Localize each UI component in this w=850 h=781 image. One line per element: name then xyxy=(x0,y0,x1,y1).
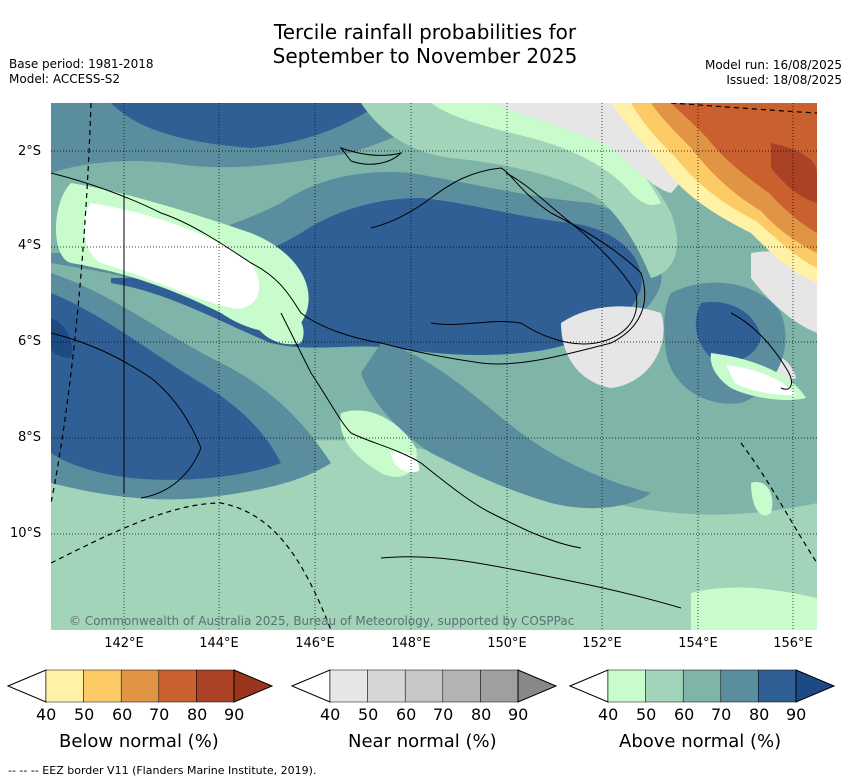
lon-label: 148°E xyxy=(391,636,431,651)
colorbar-above-title: Above normal (%) xyxy=(619,731,782,752)
base-period: Base period: 1981-2018 xyxy=(9,57,154,71)
cb-below-tick: 70 xyxy=(149,705,170,724)
cb-near-tick: 40 xyxy=(320,705,341,724)
cb-above-tick: 50 xyxy=(636,705,657,724)
rainfall-probability-map xyxy=(51,103,817,630)
contour-map-icon xyxy=(51,103,817,630)
map-title: Tercile rainfall probabilities for Septe… xyxy=(0,20,850,68)
lat-label: 6°S xyxy=(18,334,42,349)
colorbar-below-extend-low xyxy=(6,669,47,703)
model-run: Model run: 16/08/2025 xyxy=(704,58,842,72)
cb-above-tick: 80 xyxy=(749,705,770,724)
colorbar-near-title: Near normal (%) xyxy=(348,731,497,752)
lat-label: 10°S xyxy=(10,526,42,541)
lon-label: 146°E xyxy=(295,636,335,651)
title-line-1: Tercile rainfall probabilities for xyxy=(273,20,577,44)
cb-below-tick: 80 xyxy=(187,705,208,724)
cb-above-tick: 60 xyxy=(674,705,695,724)
colorbar-below-title: Below normal (%) xyxy=(59,731,219,752)
colorbar-below xyxy=(6,669,274,703)
lat-label: 8°S xyxy=(18,430,42,445)
cb-near-tick: 60 xyxy=(396,705,417,724)
eez-border-icon xyxy=(51,103,817,630)
cb-near-tick: 70 xyxy=(433,705,454,724)
cb-above-tick: 70 xyxy=(711,705,732,724)
copyright-notice: © Commonwealth of Australia 2025, Bureau… xyxy=(69,614,575,628)
cb-above-tick: 40 xyxy=(598,705,619,724)
lon-label: 152°E xyxy=(582,636,622,651)
cb-below-tick: 90 xyxy=(224,705,245,724)
lat-label: 2°S xyxy=(18,144,42,159)
cb-below-tick: 60 xyxy=(112,705,133,724)
cb-near-tick: 80 xyxy=(471,705,492,724)
lon-label: 144°E xyxy=(199,636,239,651)
cb-below-tick: 40 xyxy=(36,705,57,724)
cb-near-tick: 90 xyxy=(508,705,529,724)
colorbar-above xyxy=(568,669,836,703)
colorbar-near xyxy=(290,669,558,703)
model-name: Model: ACCESS-S2 xyxy=(9,72,121,86)
model-info: Base period: 1981-2018 Model: ACCESS-S2 xyxy=(9,57,154,87)
lon-label: 156°E xyxy=(773,636,813,651)
issued-date: Issued: 18/08/2025 xyxy=(726,73,842,87)
lat-label: 4°S xyxy=(18,238,42,253)
cb-above-tick: 90 xyxy=(786,705,807,724)
lon-label: 142°E xyxy=(104,636,144,651)
cb-near-tick: 50 xyxy=(358,705,379,724)
run-info: Model run: 16/08/2025 Issued: 18/08/2025 xyxy=(705,58,842,88)
lon-label: 150°E xyxy=(487,636,527,651)
lon-label: 154°E xyxy=(678,636,718,651)
eez-footnote: -- -- -- EEZ border V11 (Flanders Marine… xyxy=(8,764,317,777)
title-line-2: September to November 2025 xyxy=(272,44,578,68)
coastline-icon xyxy=(51,146,792,609)
colorbars xyxy=(6,669,836,703)
cb-below-tick: 50 xyxy=(74,705,95,724)
